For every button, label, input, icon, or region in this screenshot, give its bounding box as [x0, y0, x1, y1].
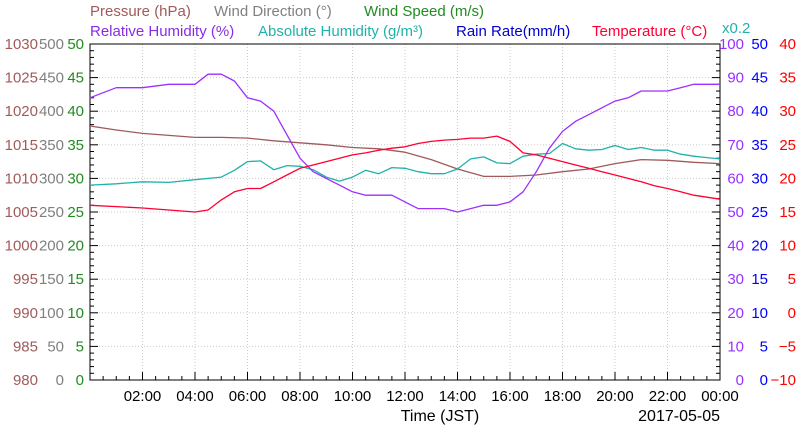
right-tick-rain_rate: 25 [751, 204, 768, 221]
left-tick-pressure: 990 [13, 305, 38, 322]
right-tick-rain_rate: 40 [751, 103, 768, 120]
right-tick-relative_humidity: 10 [727, 338, 744, 355]
x-axis-label: Time (JST) [401, 408, 480, 425]
right-tick-rain_rate: 50 [751, 36, 768, 53]
left-tick-pressure: 1030 [5, 36, 38, 53]
x-tick-label: 06:00 [229, 388, 267, 405]
series-line [89, 135, 721, 213]
x-axis: 02:00 04:00 06:00 08:00 10:00 12:00 14:00 16:00… [89, 372, 739, 405]
x-tick-label: 10:00 [334, 388, 372, 405]
right-tick-relative_humidity: 20 [727, 305, 744, 322]
grid [90, 44, 720, 380]
left-axes: 9809859909951000100510101015102010251030… [5, 36, 720, 389]
right-tick-rain_rate: 0 [760, 372, 768, 389]
right-tick-temperature: 5 [788, 271, 796, 288]
right-tick-relative_humidity: 50 [727, 204, 744, 221]
right-tick-rain_rate: 10 [751, 305, 768, 322]
right-tick-temperature: 15 [779, 204, 796, 221]
right-tick-relative_humidity: 80 [727, 103, 744, 120]
left-tick-wind_speed: 5 [76, 338, 84, 355]
left-tick-wind_speed: 45 [67, 70, 84, 87]
right-tick-temperature: 30 [779, 103, 796, 120]
left-tick-wind_direction: 150 [39, 271, 64, 288]
right-tick-rain_rate: 45 [751, 70, 768, 87]
right-tick-rain_rate: 35 [751, 137, 768, 154]
right-tick-relative_humidity: 40 [727, 238, 744, 255]
left-tick-wind_direction: 50 [47, 338, 64, 355]
left-tick-wind_direction: 200 [39, 238, 64, 255]
x-tick-label: 18:00 [544, 388, 582, 405]
left-tick-pressure: 1010 [5, 170, 38, 187]
left-tick-wind_speed: 50 [67, 36, 84, 53]
x-tick-label: 16:00 [491, 388, 529, 405]
left-tick-wind_speed: 15 [67, 271, 84, 288]
left-tick-pressure: 980 [13, 372, 38, 389]
right-tick-rain_rate: 5 [760, 338, 768, 355]
left-tick-wind_speed: 40 [67, 103, 84, 120]
left-tick-pressure: 1025 [5, 70, 38, 87]
date-label: 2017-05-05 [638, 408, 720, 425]
series-line [89, 125, 721, 178]
right-tick-relative_humidity: 60 [727, 170, 744, 187]
series-line [89, 142, 721, 186]
right-tick-relative_humidity: 70 [727, 137, 744, 154]
left-tick-wind_speed: 0 [76, 372, 84, 389]
right-tick-temperature: 40 [779, 36, 796, 53]
right-tick-rain_rate: 15 [751, 271, 768, 288]
left-tick-pressure: 1000 [5, 238, 38, 255]
right-axes: 0102030405060708090100051015202530354045… [719, 36, 796, 389]
right-tick-relative_humidity: 100 [719, 36, 744, 53]
left-tick-pressure: 985 [13, 338, 38, 355]
left-tick-wind_direction: 0 [56, 372, 64, 389]
series-line [89, 73, 720, 213]
left-tick-wind_direction: 500 [39, 36, 64, 53]
right-tick-relative_humidity: 30 [727, 271, 744, 288]
left-tick-wind_direction: 350 [39, 137, 64, 154]
right-tick-temperature: 35 [779, 70, 796, 87]
legend-entry: Pressure (hPa) [90, 3, 191, 20]
right-tick-temperature: 25 [779, 137, 796, 154]
right-tick-temperature: 10 [779, 238, 796, 255]
legend-entry: Wind Direction (°) [214, 3, 332, 20]
left-tick-wind_speed: 30 [67, 170, 84, 187]
x-tick-label: 08:00 [281, 388, 319, 405]
right-tick-rain_rate: 20 [751, 238, 768, 255]
left-tick-wind_direction: 250 [39, 204, 64, 221]
left-tick-wind_speed: 20 [67, 238, 84, 255]
left-tick-pressure: 1020 [5, 103, 38, 120]
x-tick-label: 02:00 [124, 388, 162, 405]
series [89, 73, 721, 213]
right-tick-relative_humidity: 90 [727, 70, 744, 87]
legend-entry: Temperature (°C) [592, 23, 707, 40]
left-tick-wind_speed: 25 [67, 204, 84, 221]
x-tick-label: 04:00 [176, 388, 214, 405]
right-tick-temperature: −10 [771, 372, 796, 389]
legend-entry: Relative Humidity (%) [90, 23, 234, 40]
right-tick-temperature: −5 [779, 338, 796, 355]
left-tick-wind_direction: 300 [39, 170, 64, 187]
right-tick-temperature: 20 [779, 170, 796, 187]
legend: Pressure (hPa) Wind Direction (°) Wind Spe… [90, 3, 750, 40]
right-tick-relative_humidity: 0 [736, 372, 744, 389]
left-tick-wind_direction: 400 [39, 103, 64, 120]
legend-entry: Rain Rate(mm/h) [456, 23, 570, 40]
left-tick-pressure: 995 [13, 271, 38, 288]
x-tick-label: 12:00 [386, 388, 424, 405]
x-tick-label: 20:00 [596, 388, 634, 405]
legend-entry: Wind Speed (m/s) [364, 3, 484, 20]
left-tick-wind_speed: 35 [67, 137, 84, 154]
left-tick-pressure: 1015 [5, 137, 38, 154]
right-tick-temperature: 0 [788, 305, 796, 322]
left-tick-wind_speed: 10 [67, 305, 84, 322]
x-tick-label: 22:00 [649, 388, 687, 405]
x-tick-label: 00:00 [701, 388, 739, 405]
left-tick-wind_direction: 100 [39, 305, 64, 322]
left-tick-wind_direction: 450 [39, 70, 64, 87]
right-tick-rain_rate: 30 [751, 170, 768, 187]
x-tick-label: 14:00 [439, 388, 477, 405]
legend-entry: x0.2 [722, 20, 750, 37]
legend-entry: Absolute Humidity (g/m³) [258, 23, 423, 40]
left-tick-pressure: 1005 [5, 204, 38, 221]
